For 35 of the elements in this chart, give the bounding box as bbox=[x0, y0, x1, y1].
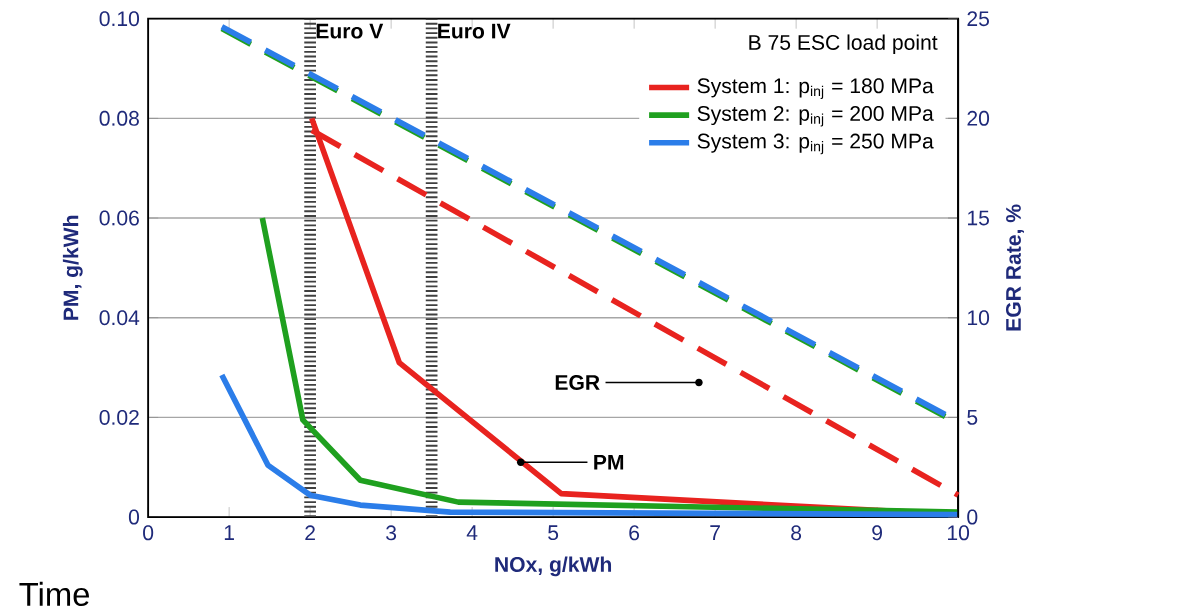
x-axis-title: NOx, g/kWh bbox=[495, 556, 612, 577]
x-tick-label: 6 bbox=[629, 525, 640, 541]
annotation: EGR bbox=[555, 374, 600, 390]
x-tick-label: 4 bbox=[466, 525, 478, 540]
y-tick-label: 0.10 bbox=[99, 11, 140, 27]
y2-tick-label: 0 bbox=[967, 509, 978, 525]
x-tick-label: 3 bbox=[386, 525, 397, 541]
x-tick-label: 0 bbox=[143, 525, 154, 541]
y-axis-title: PM, g/kWh bbox=[62, 215, 83, 320]
ref-line-label: Euro V bbox=[316, 23, 384, 39]
annotation: PM bbox=[594, 454, 624, 470]
y2-tick-label: 10 bbox=[968, 310, 990, 326]
text: Time bbox=[19, 581, 89, 606]
x-tick-label: 10 bbox=[948, 525, 970, 541]
y2-tick-label: 15 bbox=[968, 210, 989, 226]
y-tick-label: 0.08 bbox=[99, 110, 139, 126]
y2-tick-label: 25 bbox=[967, 11, 989, 27]
annotation: B 75 ESC load point bbox=[749, 34, 938, 55]
y-tick-label: 0.02 bbox=[99, 409, 139, 425]
legend-label: System 1: p$_{inj}$ = 180 MPa bbox=[697, 78, 934, 99]
x-tick-label: 2 bbox=[305, 525, 315, 541]
x-tick-label: 8 bbox=[791, 525, 802, 541]
y2-tick-label: 20 bbox=[967, 110, 990, 126]
x-tick-label: 5 bbox=[548, 525, 559, 541]
y-tick-label: 0.06 bbox=[99, 210, 139, 226]
y2-axis-title: EGR Rate, % bbox=[1005, 204, 1024, 331]
x-tick-label: 9 bbox=[872, 525, 882, 541]
x-tick-label: 7 bbox=[710, 525, 720, 540]
y-tick-label: 0.04 bbox=[99, 310, 140, 326]
legend-label: System 2: p$_{inj}$ = 200 MPa bbox=[697, 105, 934, 127]
x-tick-label: 1 bbox=[224, 525, 234, 540]
y2-tick-label: 5 bbox=[967, 409, 978, 425]
legend-label: System 3: p$_{inj}$ = 250 MPa bbox=[697, 133, 934, 155]
y-tick-label: 0 bbox=[128, 509, 140, 525]
ref-line-label: Euro IV bbox=[438, 23, 511, 39]
